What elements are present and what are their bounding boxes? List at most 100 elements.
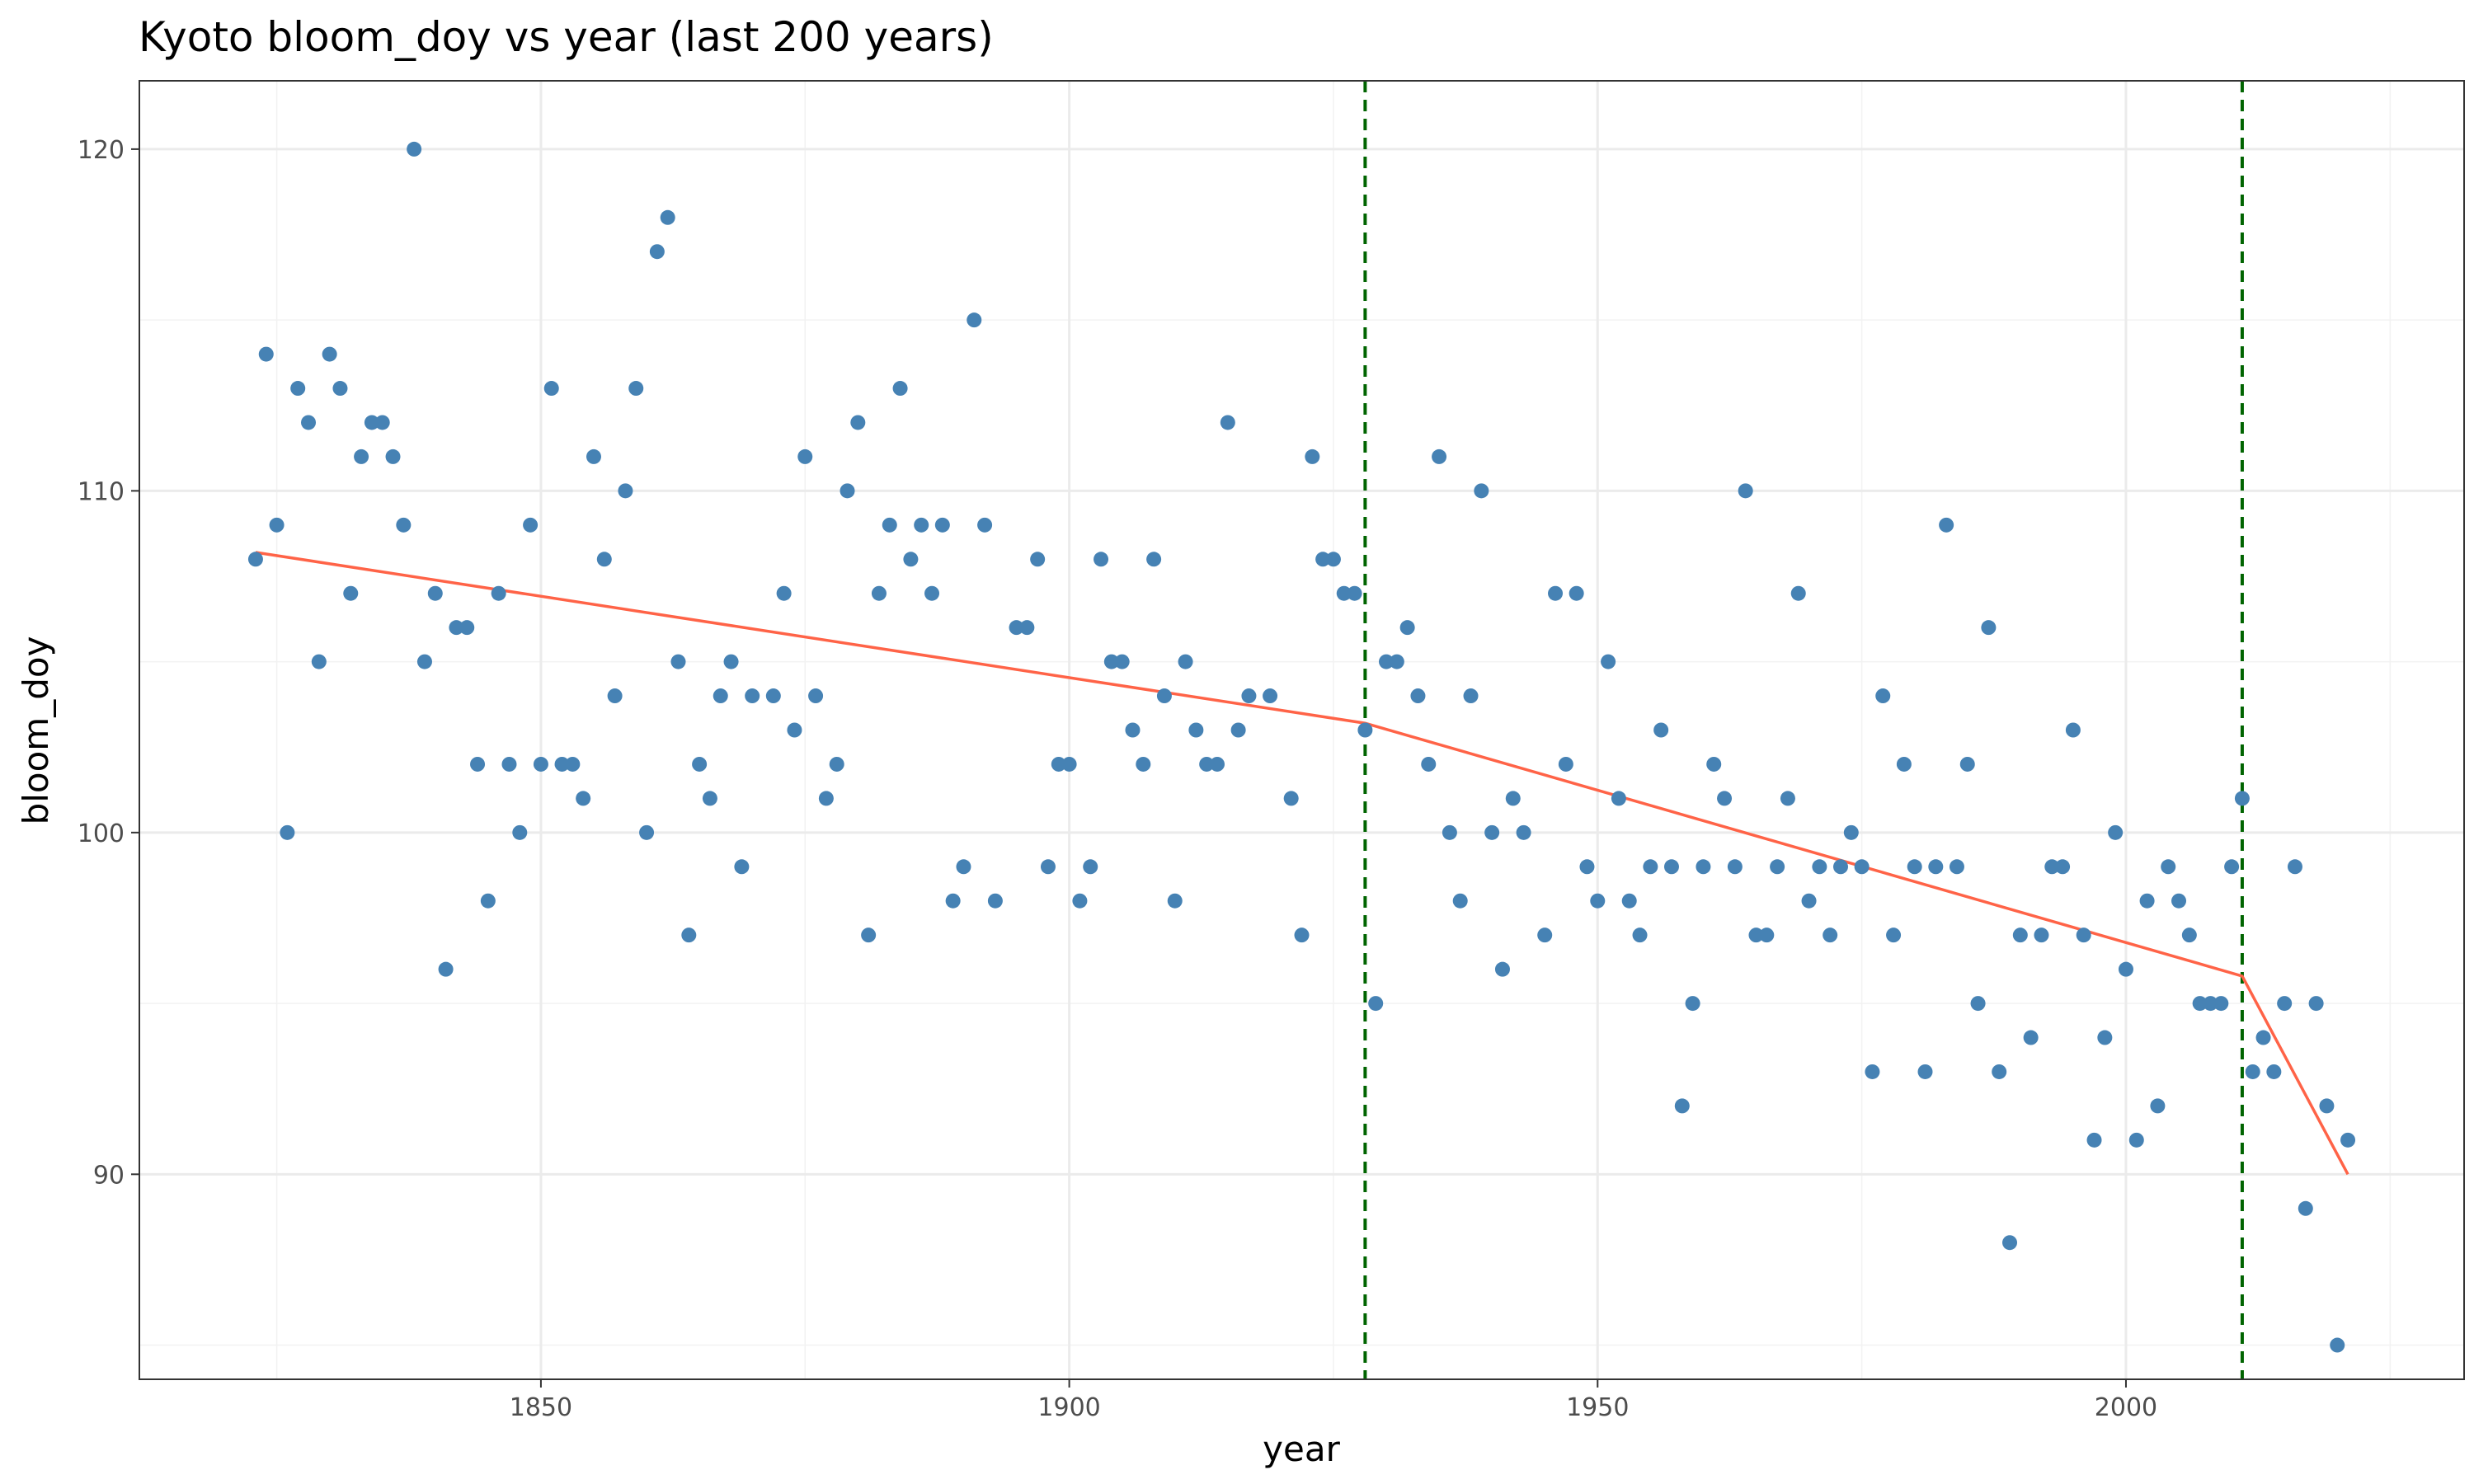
data-point (332, 381, 348, 397)
data-point (501, 756, 517, 772)
y-tick-label: 120 (78, 136, 125, 165)
data-point (871, 585, 887, 601)
data-point (1442, 824, 1457, 840)
data-point (2287, 859, 2302, 875)
data-point (354, 448, 369, 464)
data-point (2245, 1064, 2260, 1079)
data-point (1717, 791, 1733, 806)
data-point (1019, 620, 1035, 636)
data-point (2171, 893, 2187, 909)
data-point (1051, 756, 1066, 772)
data-point (882, 517, 897, 533)
data-point (1294, 928, 1310, 943)
data-point (861, 928, 877, 943)
data-point (2139, 893, 2155, 909)
data-point (258, 346, 274, 362)
data-point (374, 415, 390, 430)
data-point (1548, 585, 1564, 601)
data-points (247, 141, 2356, 1353)
trend-line (255, 551, 2349, 1176)
data-point (1178, 654, 1193, 669)
data-point (776, 585, 792, 601)
data-point (1611, 791, 1626, 806)
data-point (1241, 688, 1257, 704)
data-point (934, 517, 950, 533)
data-point (850, 415, 866, 430)
data-point (1875, 688, 1891, 704)
data-point (470, 756, 486, 772)
data-point (1103, 654, 1119, 669)
data-point (1463, 688, 1479, 704)
data-point (2108, 824, 2124, 840)
data-point (596, 552, 612, 567)
data-point (1621, 893, 1637, 909)
data-point (1136, 756, 1151, 772)
data-point (343, 585, 359, 601)
data-point (1040, 859, 1056, 875)
data-point (702, 791, 717, 806)
data-point (1949, 859, 1964, 875)
data-point (586, 448, 601, 464)
y-tick-label: 90 (93, 1161, 125, 1190)
data-point (2044, 859, 2060, 875)
data-point (1452, 893, 1468, 909)
data-point (2065, 722, 2081, 738)
data-point (1505, 791, 1521, 806)
data-point (512, 824, 528, 840)
data-point (1125, 722, 1141, 738)
data-point (1780, 791, 1795, 806)
data-point (1674, 1098, 1690, 1114)
data-point (1558, 756, 1573, 772)
grid (139, 81, 2464, 1379)
data-point (765, 688, 781, 704)
data-point (1823, 928, 1838, 943)
data-point (1072, 893, 1088, 909)
data-point (1854, 859, 1870, 875)
data-point (2255, 1030, 2271, 1045)
x-tick-label: 1850 (510, 1393, 572, 1422)
data-point (1305, 448, 1320, 464)
data-point (1685, 996, 1700, 1012)
data-point (892, 381, 908, 397)
data-point (1590, 893, 1606, 909)
data-point (1083, 859, 1098, 875)
data-point (1738, 483, 1753, 499)
data-point (565, 756, 581, 772)
data-point (1663, 859, 1679, 875)
data-point (480, 893, 496, 909)
data-point (1494, 961, 1510, 977)
data-point (2118, 961, 2133, 977)
x-tick-label: 1950 (1566, 1393, 1629, 1422)
data-point (1516, 824, 1531, 840)
x-tick-label: 1900 (1037, 1393, 1100, 1422)
data-point (280, 824, 295, 840)
data-point (2076, 928, 2091, 943)
data-point (924, 585, 940, 601)
data-point (1759, 928, 1775, 943)
data-point (1061, 756, 1077, 772)
data-point (449, 620, 464, 636)
data-point (639, 824, 655, 840)
data-point (628, 381, 644, 397)
data-point (2097, 1030, 2113, 1045)
data-point (533, 756, 548, 772)
data-point (1283, 791, 1299, 806)
data-point (903, 552, 919, 567)
data-point (1336, 585, 1352, 601)
data-point (407, 141, 422, 157)
chart-title: Kyoto bloom_doy vs year (last 200 years) (139, 13, 994, 61)
data-point (734, 859, 750, 875)
x-axis-title: year (1263, 1429, 1340, 1469)
y-axis-title: bloom_doy (16, 636, 56, 825)
data-point (1347, 585, 1362, 601)
data-point (1188, 722, 1204, 738)
data-point (1432, 448, 1447, 464)
data-point (2128, 1132, 2144, 1148)
data-point (681, 928, 697, 943)
x-tick-label: 2000 (2095, 1393, 2157, 1422)
data-point (1812, 859, 1827, 875)
data-point (576, 791, 591, 806)
data-point (269, 517, 285, 533)
data-point (713, 688, 728, 704)
data-point (829, 756, 844, 772)
